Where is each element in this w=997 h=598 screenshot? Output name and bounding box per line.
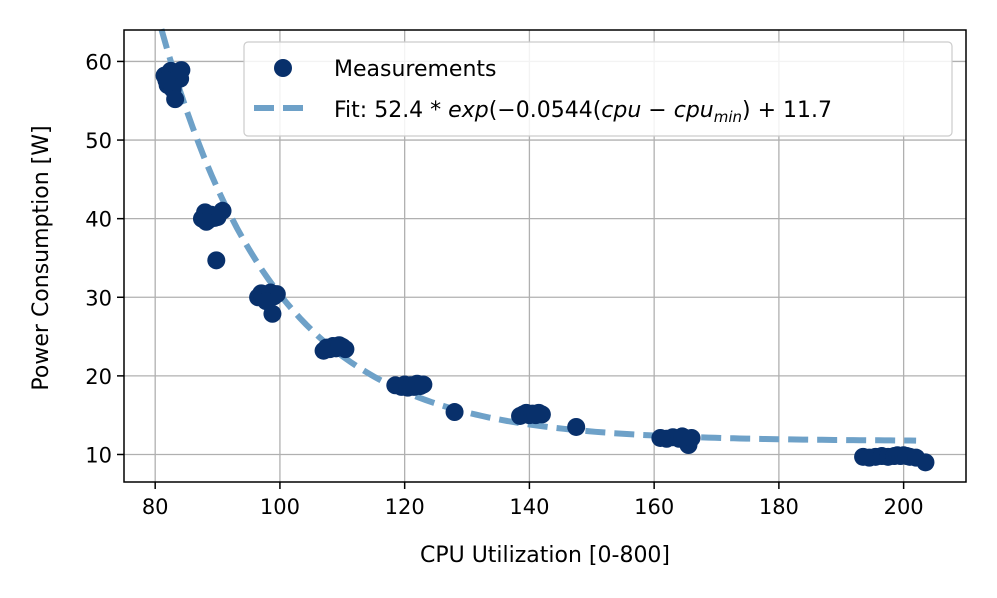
legend-fit-exp: exp xyxy=(448,98,489,123)
legend-fit-cpumin: cpu xyxy=(674,98,714,123)
data-point xyxy=(263,304,282,323)
y-axis-label: Power Consumption [W] xyxy=(29,125,54,390)
legend-fit-prefix: Fit: 52.4 * xyxy=(334,98,448,123)
data-point xyxy=(445,403,464,422)
x-tick-label: 100 xyxy=(260,495,300,519)
data-point xyxy=(532,405,551,424)
x-tick-label: 80 xyxy=(142,495,169,519)
fit-line xyxy=(158,28,917,444)
data-point xyxy=(682,428,701,447)
legend: Measurements Fit: 52.4 * exp(−0.0544(cpu… xyxy=(243,41,953,137)
x-tick-label: 160 xyxy=(634,495,674,519)
y-tick-label: 60 xyxy=(85,50,112,74)
x-tick-label: 120 xyxy=(385,495,425,519)
measurements-series xyxy=(155,61,935,472)
data-point xyxy=(197,212,216,231)
legend-fit-sub: min xyxy=(714,108,742,126)
legend-fit-suffix: ) + 11.7 xyxy=(742,98,832,123)
data-point xyxy=(172,61,191,80)
y-tick-label: 20 xyxy=(85,365,112,389)
data-point xyxy=(336,340,355,359)
fit-series xyxy=(158,28,917,444)
legend-label-fit: Fit: 52.4 * exp(−0.0544(cpu − cpumin) + … xyxy=(334,98,832,126)
legend-label-measurements: Measurements xyxy=(334,57,497,82)
legend-fit-mid: (−0.0544( xyxy=(489,98,602,123)
y-tick-label: 30 xyxy=(85,286,112,310)
legend-fit-cpu: cpu xyxy=(601,98,641,123)
axis-ticks: 80 100 120 140 160 180 200 10 20 30 40 50 60 xyxy=(85,50,923,519)
plot-frame xyxy=(123,29,967,483)
x-tick-label: 180 xyxy=(759,495,799,519)
legend-fit-minus: − xyxy=(641,98,673,123)
data-point xyxy=(207,251,226,270)
legend-box xyxy=(243,41,953,137)
x-axis-label: CPU Utilization [0-800] xyxy=(420,543,670,568)
y-tick-label: 10 xyxy=(85,443,112,467)
y-tick-label: 40 xyxy=(85,208,112,232)
data-point xyxy=(567,417,586,436)
x-tick-label: 140 xyxy=(509,495,549,519)
data-point xyxy=(916,453,935,472)
data-point xyxy=(414,375,433,394)
legend-marker-measurements xyxy=(274,59,292,77)
data-point xyxy=(166,90,185,109)
y-tick-label: 50 xyxy=(85,129,112,153)
data-point xyxy=(157,71,176,90)
x-tick-label: 200 xyxy=(884,495,924,519)
